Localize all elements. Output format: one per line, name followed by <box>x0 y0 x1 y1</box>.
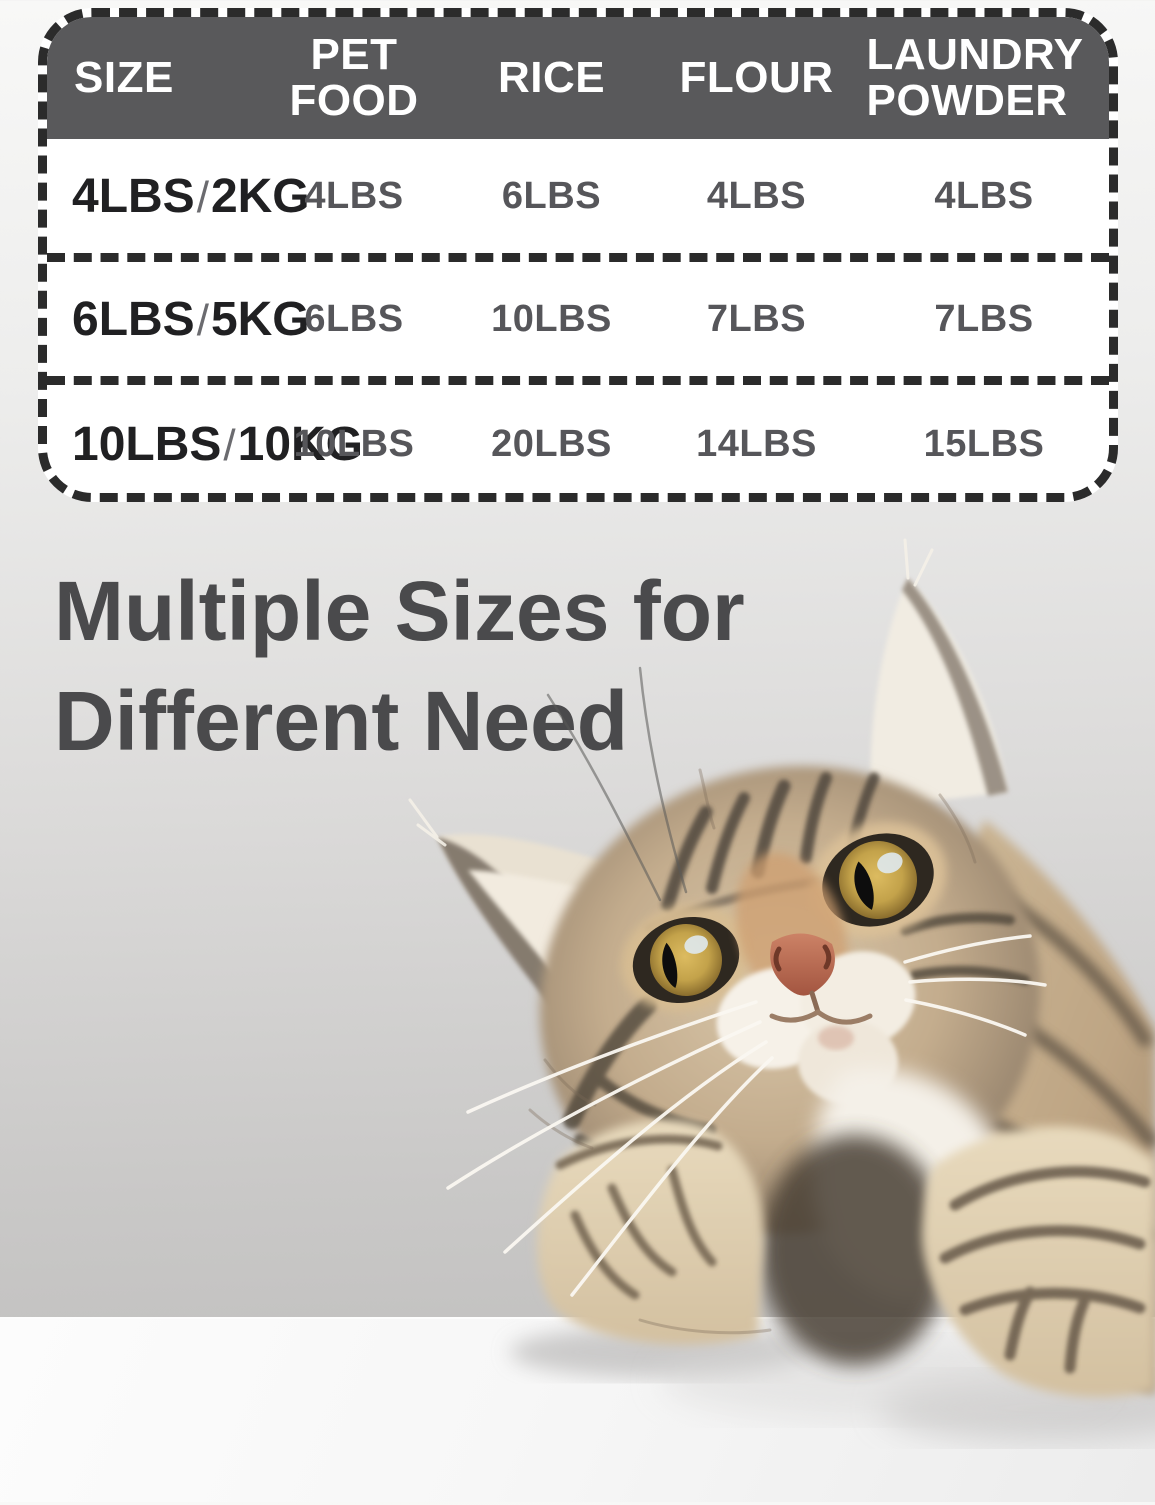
cell-flour: 7LBS <box>706 297 807 340</box>
row-size-label: 4LBS/2KG <box>72 169 310 223</box>
table-row: 4LBS/2KG 4LBS 6LBS 4LBS 4LBS <box>47 139 1109 262</box>
cell-pet-food: 10LBS <box>293 422 415 465</box>
cell-rice: 10LBS <box>491 297 612 340</box>
size-separator: / <box>196 172 209 222</box>
table-header-row: SIZE PET FOOD RICE FLOUR LAUNDRY POWDER <box>47 17 1109 139</box>
size-separator: / <box>223 420 236 470</box>
column-header-pet-food: PET FOOD <box>289 29 419 125</box>
column-header-rice: RICE <box>497 52 606 102</box>
row-size-label: 10LBS/10KG <box>72 417 364 471</box>
column-header-size: SIZE <box>74 52 174 102</box>
cell-laundry-powder: 7LBS <box>934 297 1034 340</box>
row-size-label: 6LBS/5KG <box>72 292 310 346</box>
cell-rice: 6LBS <box>501 174 602 217</box>
headline-line-2: Different Need <box>54 674 629 769</box>
headline-line-1: Multiple Sizes for <box>54 564 745 658</box>
column-header-laundry-powder: LAUNDRY POWDER <box>866 29 1083 125</box>
cell-flour: 14LBS <box>696 422 817 465</box>
cell-pet-food: 6LBS <box>304 297 404 340</box>
table-row: 10LBS/10KG 10LBS 20LBS 14LBS 15LBS <box>47 385 1109 493</box>
table-row: 6LBS/5KG 6LBS 10LBS 7LBS 7LBS <box>47 262 1109 385</box>
column-header-flour: FLOUR <box>679 52 834 102</box>
cell-laundry-powder: 15LBS <box>923 422 1045 465</box>
size-separator: / <box>196 295 209 345</box>
cell-laundry-powder: 4LBS <box>934 174 1034 217</box>
white-ledge <box>0 1317 1155 1502</box>
cell-rice: 20LBS <box>491 422 612 465</box>
cell-flour: 4LBS <box>706 174 807 217</box>
headline: Multiple Sizes for Different Need <box>54 556 745 776</box>
cell-pet-food: 4LBS <box>304 174 404 217</box>
size-comparison-table: SIZE PET FOOD RICE FLOUR LAUNDRY POWDER … <box>38 8 1118 502</box>
